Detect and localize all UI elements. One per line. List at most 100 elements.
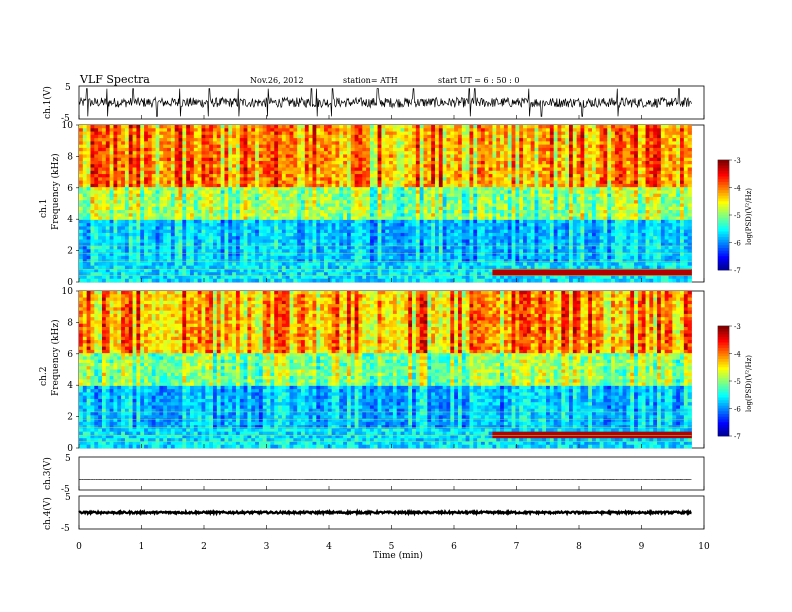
spectrogram-cell	[346, 265, 352, 270]
spectrogram-cell	[446, 134, 451, 139]
spectrogram-cell	[124, 275, 130, 280]
spectrogram-cell	[232, 252, 237, 257]
spectrogram-cell	[446, 255, 451, 260]
spectrogram-cell	[427, 193, 432, 198]
spectrogram-cell	[247, 170, 252, 175]
spectrogram-cell	[79, 183, 84, 188]
spectrogram-cell	[343, 125, 348, 129]
spectrogram-cell	[274, 144, 279, 149]
spectrogram-cell	[465, 164, 470, 168]
spectrogram-cell	[182, 154, 187, 159]
spectrogram-cell	[435, 131, 440, 136]
spectrogram-cell	[381, 147, 386, 152]
spectrogram-cell	[442, 213, 447, 217]
spectrogram-cell	[235, 134, 241, 139]
spectrogram-cell	[274, 170, 279, 175]
spectrogram-cell	[293, 164, 298, 168]
spectrogram-cell	[358, 239, 363, 244]
spectrogram-cell	[381, 229, 386, 234]
spectrogram-cell	[147, 144, 153, 149]
spectrogram-cell	[350, 131, 356, 136]
spectrogram-cell	[94, 252, 99, 257]
spectrogram-cell	[197, 157, 202, 162]
spectrogram-cell	[350, 174, 356, 178]
spectrogram-cell	[457, 196, 463, 201]
spectrogram-cell	[385, 223, 390, 227]
spectrogram-cell	[147, 154, 153, 159]
spectrogram-cell	[212, 203, 218, 208]
spectrogram-cell	[400, 259, 405, 263]
spectrogram-cell	[469, 275, 474, 280]
spectrogram-cell	[167, 183, 172, 188]
spectrogram-cell	[86, 219, 91, 224]
spectrogram-cell	[404, 125, 409, 129]
spectrogram-cell	[86, 164, 91, 168]
spectrogram-cell	[124, 213, 130, 217]
spectrogram-cell	[308, 206, 313, 211]
spectrogram-cell	[366, 255, 371, 260]
spectrogram-cell	[113, 187, 118, 191]
spectrogram-cell	[170, 196, 176, 201]
spectrogram-cell	[121, 268, 126, 273]
spectrogram-cell	[278, 255, 283, 260]
spectrogram-cell	[457, 141, 463, 146]
spectrogram-cell	[266, 252, 271, 257]
spectrogram-cell	[109, 151, 114, 155]
spectrogram-cell	[377, 193, 382, 198]
spectrogram-cell	[79, 262, 84, 267]
spectrogram-cell	[167, 229, 172, 234]
spectrogram-cell	[408, 190, 413, 195]
spectrogram-cell	[136, 174, 141, 178]
spectrogram-cell	[228, 278, 233, 283]
spectrogram-cell	[220, 193, 225, 198]
spectrogram-cell	[427, 249, 432, 253]
spectrogram-cell	[155, 183, 160, 188]
spectrogram-cell	[224, 268, 229, 273]
spectrogram-cell	[193, 183, 199, 188]
spectrogram-cell	[419, 210, 424, 214]
spectrogram-cell	[113, 223, 118, 227]
spectrogram-cell	[301, 144, 306, 149]
spectrogram-cell	[404, 200, 409, 204]
spectrogram-cell	[408, 272, 413, 276]
spectrogram-cell	[105, 196, 111, 201]
spectrogram-cell	[121, 190, 126, 195]
spectrogram-cell	[312, 219, 317, 224]
spectrogram-cell	[366, 154, 371, 159]
spectrogram-cell	[151, 252, 156, 257]
spectrogram-cell	[201, 216, 206, 221]
spectrogram-cell	[124, 246, 130, 250]
spectrogram-cell	[289, 239, 294, 244]
spectrogram-cell	[457, 174, 463, 178]
spectrogram-cell	[392, 147, 398, 152]
spectrogram-cell	[293, 174, 298, 178]
spectrogram-cell	[431, 134, 436, 139]
spectrogram-cell	[304, 236, 310, 240]
spectrogram-cell	[274, 138, 279, 142]
spectrogram-cell	[343, 183, 348, 188]
spectrogram-cell	[346, 223, 352, 227]
spectrogram-cell	[216, 272, 222, 276]
spectrogram-cell	[350, 226, 356, 231]
spectrogram-cell	[144, 125, 149, 129]
spectrogram-cell	[473, 200, 478, 204]
spectrogram-cell	[343, 246, 348, 250]
spectrogram-cell	[174, 268, 179, 273]
spectrogram-cell	[331, 147, 336, 152]
spectrogram-cell	[239, 190, 245, 195]
spectrogram-cell	[396, 177, 401, 181]
spectrogram-cell	[396, 249, 401, 253]
spectrogram-cell	[335, 147, 340, 152]
spectrogram-cell	[392, 180, 398, 185]
spectrogram-cell	[270, 157, 275, 162]
spectrogram-cell	[163, 259, 168, 263]
spectrogram-cell	[385, 268, 390, 273]
spectrogram-cell	[400, 236, 405, 240]
spectrogram-cell	[324, 200, 329, 204]
spectrogram-cell	[442, 219, 447, 224]
spectrogram-cell	[216, 170, 222, 175]
spectrogram-cell	[442, 272, 447, 276]
spectrogram-cell	[209, 278, 214, 283]
spectrogram-cell	[140, 249, 145, 253]
spectrogram-cell	[392, 242, 398, 247]
